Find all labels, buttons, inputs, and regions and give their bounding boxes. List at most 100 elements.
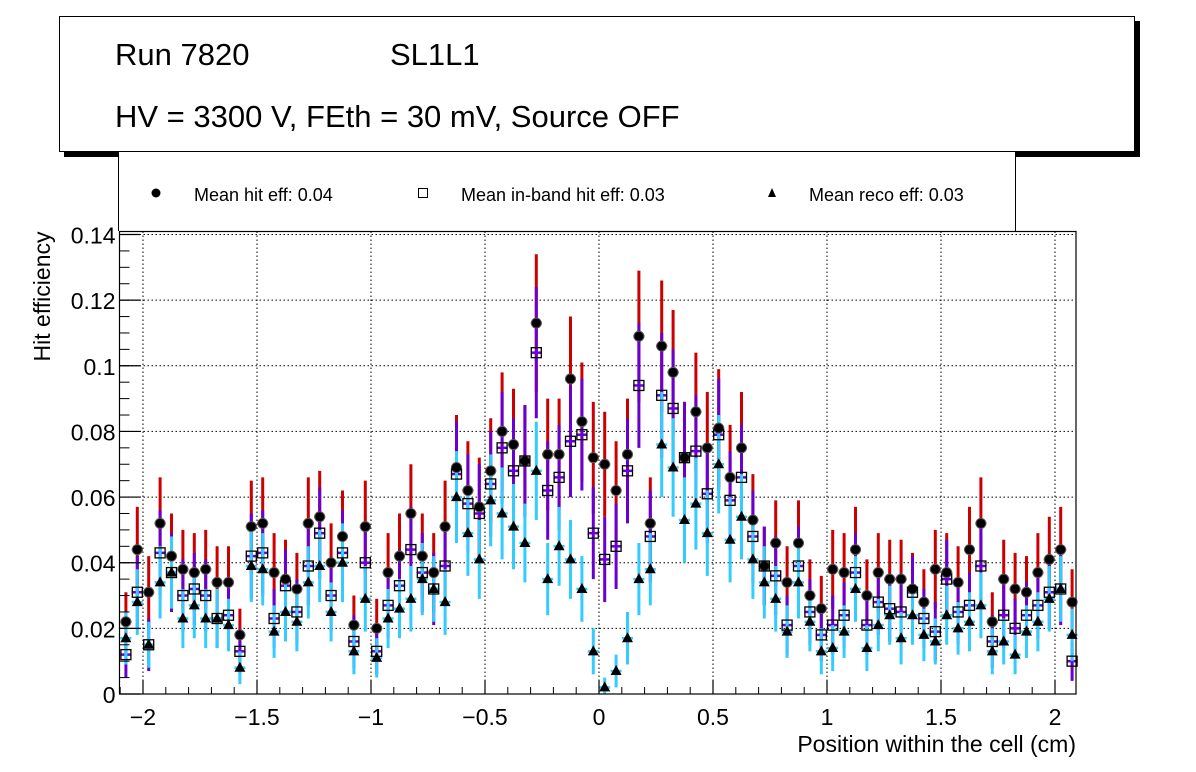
inband-eff-point (770, 570, 782, 582)
inband-eff-point (576, 429, 588, 441)
reco-eff-point (416, 573, 428, 584)
inband-eff-point (952, 606, 964, 618)
hit-eff-point (964, 544, 975, 556)
inband-eff-point (906, 586, 919, 598)
inband-eff-point (1009, 622, 1021, 635)
hit-eff-point (451, 462, 462, 474)
hit-eff-point (815, 603, 827, 615)
hit-eff-point (394, 550, 405, 562)
hit-eff-point (416, 550, 428, 562)
legend-item-hit: Mean hit eff: 0.04 (194, 185, 333, 205)
hit-eff-point (519, 455, 531, 467)
reco-eff-point (793, 576, 804, 587)
conditions-label: HV = 3300 V, FEth = 30 mV, Source OFF (115, 99, 680, 134)
reco-eff-point (667, 461, 679, 472)
inband-eff-point (188, 583, 200, 595)
inband-eff-point (473, 507, 485, 520)
hit-eff-point (200, 563, 212, 575)
title-box: Run 7820 SL1L1 HV = 3300 V, FEth = 30 mV… (59, 16, 1135, 152)
reco-eff-point (929, 635, 941, 646)
reco-eff-point (485, 494, 497, 505)
hit-eff-point (1032, 567, 1044, 579)
reco-eff-point (496, 507, 508, 518)
reco-eff-point (348, 645, 360, 656)
x-tick-label: 1.5 (925, 704, 957, 730)
legend-marker-circle-icon (151, 188, 161, 198)
hit-eff-point (747, 514, 759, 526)
y-tick-label: 0.12 (71, 288, 116, 314)
x-tick-label: 1 (821, 704, 834, 730)
inband-eff-point (621, 465, 634, 477)
y-tick-label: 0.1 (84, 354, 116, 380)
inband-eff-point (439, 560, 451, 572)
hit-eff-point (268, 567, 280, 579)
y-tick-label: 0 (103, 682, 116, 708)
reco-eff-point (576, 582, 588, 593)
x-axis-title: Position within the cell (cm) (797, 731, 1076, 757)
inband-eff-point (519, 455, 531, 467)
reco-eff-point (622, 632, 633, 643)
hit-eff-point (211, 576, 223, 588)
inband-eff-point (872, 596, 884, 608)
reco-eff-point (872, 619, 884, 630)
hit-eff-point (644, 517, 656, 529)
reco-eff-point (143, 638, 155, 649)
hit-eff-point (565, 373, 576, 385)
data-markers (120, 317, 1078, 692)
reco-eff-point (941, 609, 953, 620)
hit-eff-point (861, 590, 873, 602)
legend-marker-square-icon (418, 188, 428, 198)
hit-eff-point (724, 471, 736, 483)
hit-eff-point (986, 616, 998, 628)
reco-eff-point (211, 612, 223, 623)
x-tick-label: 0.5 (697, 704, 729, 730)
hit-eff-point (1055, 544, 1067, 556)
x-tick-label: −2 (130, 704, 156, 730)
reco-eff-point (964, 615, 975, 626)
legend: Mean hit eff: 0.04 Mean in-band hit eff:… (118, 152, 1016, 231)
grid (119, 231, 1076, 694)
reco-eff-point (644, 563, 656, 574)
inband-eff-point (792, 560, 805, 572)
plot-frame (118, 230, 1077, 695)
reco-eff-point (325, 605, 337, 616)
reco-eff-point (975, 599, 987, 610)
reco-eff-point (815, 645, 827, 656)
hit-eff-point (701, 442, 713, 454)
inband-eff-point (849, 566, 862, 579)
inband-eff-point (450, 468, 463, 480)
inband-eff-point (838, 609, 850, 621)
hit-eff-point (952, 576, 964, 588)
hit-eff-point (587, 452, 599, 464)
inband-eff-point (314, 527, 326, 539)
reco-eff-point (268, 625, 280, 636)
inband-eff-point (690, 445, 702, 457)
reco-eff-point (291, 615, 303, 626)
reco-eff-point (690, 497, 702, 508)
inband-eff-point (530, 347, 542, 359)
hit-eff-point (656, 340, 668, 352)
hit-eff-point (188, 567, 200, 579)
inband-eff-point (120, 648, 132, 661)
inband-eff-point (302, 560, 314, 572)
y-tick-label: 0.02 (71, 616, 116, 642)
reco-eff-point (257, 563, 269, 574)
inband-eff-point (667, 402, 679, 415)
reco-eff-point (234, 661, 246, 672)
hit-eff-point (758, 560, 770, 572)
hit-eff-point (553, 448, 565, 460)
inband-eff-point (895, 606, 907, 618)
reco-eff-point (223, 619, 234, 630)
inband-eff-point (279, 580, 292, 592)
inband-eff-point (815, 629, 827, 641)
reco-eff-point (302, 576, 314, 587)
reco-eff-point (565, 553, 576, 564)
hit-eff-point (485, 465, 497, 477)
reco-eff-point (439, 596, 451, 607)
reco-eff-point (747, 553, 759, 564)
hit-eff-point (166, 550, 177, 562)
inband-eff-point (918, 612, 930, 625)
hit-eff-point (291, 583, 303, 595)
inband-eff-point (941, 573, 953, 585)
inband-eff-point (701, 488, 713, 500)
